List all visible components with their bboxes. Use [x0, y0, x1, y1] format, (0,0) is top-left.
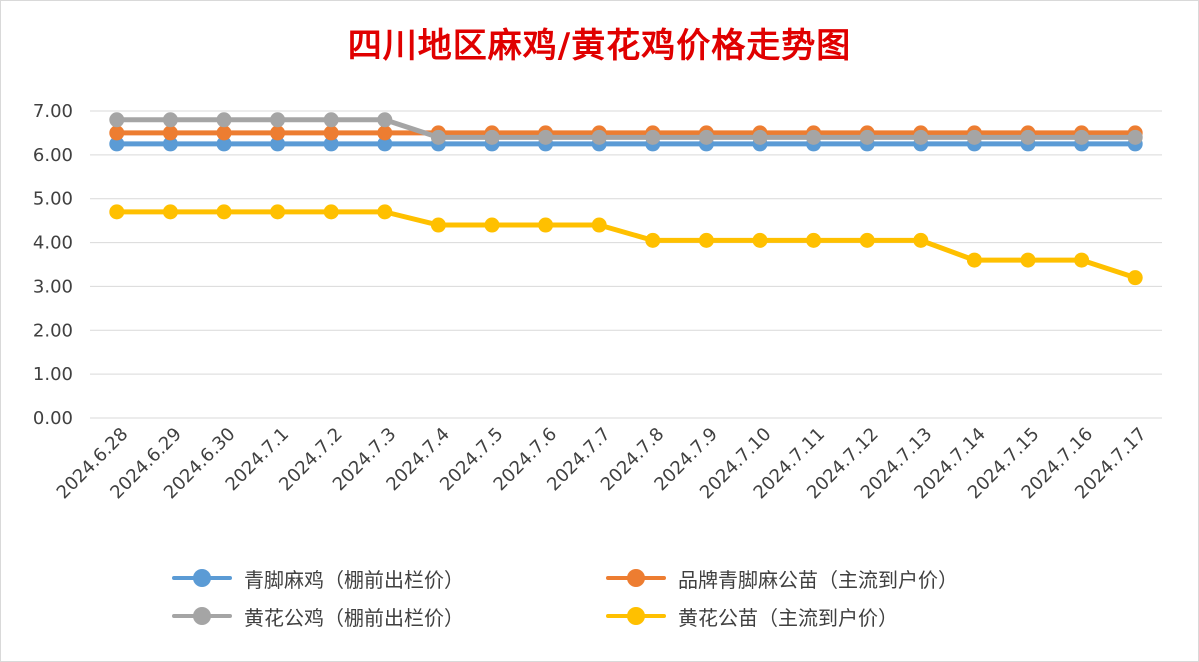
y-tick-label: 5.00: [33, 189, 73, 210]
data-point: [216, 204, 232, 220]
data-point: [109, 125, 125, 141]
data-point: [698, 232, 714, 248]
x-axis-ticks: 2024.6.282024.6.292024.6.302024.7.12024.…: [53, 424, 1151, 504]
data-point: [162, 136, 178, 152]
y-tick-label: 4.00: [33, 233, 73, 254]
data-point: [752, 129, 768, 145]
data-point: [270, 112, 286, 128]
data-point: [430, 217, 446, 233]
data-point: [216, 112, 232, 128]
data-point: [698, 129, 714, 145]
data-point: [323, 136, 339, 152]
data-point: [270, 125, 286, 141]
data-point: [484, 129, 500, 145]
data-point: [538, 129, 554, 145]
data-point: [1127, 129, 1143, 145]
data-point: [966, 129, 982, 145]
data-point: [1074, 252, 1090, 268]
data-point: [1020, 129, 1036, 145]
data-point: [270, 204, 286, 220]
data-point: [162, 125, 178, 141]
data-point: [538, 217, 554, 233]
y-tick-label: 3.00: [33, 276, 73, 297]
series-line: [114, 117, 1138, 140]
y-tick-label: 0.00: [33, 408, 73, 429]
data-point: [109, 112, 125, 128]
series-lines: [109, 112, 1143, 286]
data-point: [752, 232, 768, 248]
data-point: [806, 129, 822, 145]
data-point: [109, 204, 125, 220]
data-point: [1127, 270, 1143, 286]
data-point: [270, 136, 286, 152]
data-point: [966, 252, 982, 268]
data-point: [913, 232, 929, 248]
y-tick-label: 6.00: [33, 145, 73, 166]
data-point: [484, 217, 500, 233]
chart-title: 四川地区麻鸡/黄花鸡价格走势图: [347, 26, 852, 66]
data-point: [377, 204, 393, 220]
data-point: [645, 232, 661, 248]
y-axis-ticks: 0.00 1.00 2.00 3.00 4.00 5.00 6.00 7.00: [33, 101, 73, 429]
data-point: [323, 204, 339, 220]
data-point: [216, 125, 232, 141]
series-2: [109, 112, 1143, 145]
data-point: [377, 125, 393, 141]
data-point: [806, 232, 822, 248]
data-point: [162, 204, 178, 220]
data-point: [430, 129, 446, 145]
data-point: [859, 232, 875, 248]
series-line: [114, 209, 1138, 281]
data-point: [645, 129, 661, 145]
data-point: [591, 217, 607, 233]
data-point: [913, 129, 929, 145]
data-point: [377, 112, 393, 128]
data-point: [323, 112, 339, 128]
y-tick-label: 2.00: [33, 320, 73, 341]
data-point: [323, 125, 339, 141]
y-tick-label: 1.00: [33, 364, 73, 385]
gridlines: [90, 110, 1162, 419]
data-point: [591, 129, 607, 145]
y-tick-label: 7.00: [33, 101, 73, 122]
data-point: [1074, 129, 1090, 145]
data-point: [377, 136, 393, 152]
series-3: [109, 204, 1143, 286]
data-point: [109, 136, 125, 152]
data-point: [1020, 252, 1036, 268]
data-point: [216, 136, 232, 152]
data-point: [859, 129, 875, 145]
data-point: [162, 112, 178, 128]
